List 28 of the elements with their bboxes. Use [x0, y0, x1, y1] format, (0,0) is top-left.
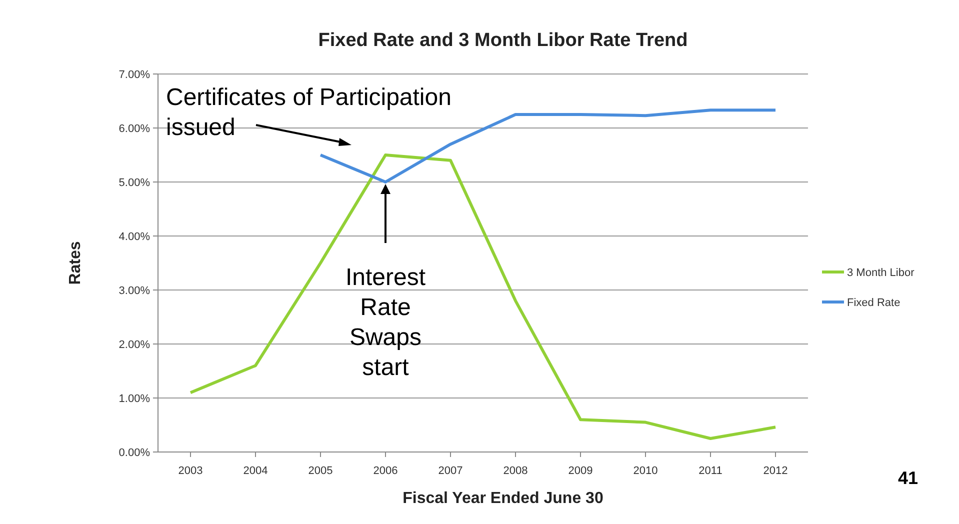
y-tick-label: 2.00% [118, 339, 150, 351]
x-tick-label: 2008 [503, 465, 528, 477]
text: 41 [898, 468, 918, 488]
x-tick-label: 2007 [438, 465, 463, 477]
y-tick-label: 6.00% [118, 123, 150, 135]
y-axis-title: Rates [67, 241, 84, 285]
x-tick-label: 2009 [568, 465, 593, 477]
line-series [319, 108, 777, 184]
legend-label: Fixed Rate [847, 297, 900, 309]
x-tick-label: 2003 [178, 465, 203, 477]
legend-label: 3 Month Libor [847, 267, 915, 279]
x-tick-label: 2012 [763, 465, 788, 477]
y-tick-label: 5.00% [118, 177, 150, 189]
y-tick-label: 4.00% [118, 231, 150, 243]
x-tick-label: 2005 [308, 465, 333, 477]
line-series [189, 154, 777, 440]
y-tick-label: 7.00% [118, 69, 150, 81]
x-tick-label: 2004 [243, 465, 268, 477]
y-tick-label: 0.00% [118, 447, 150, 459]
x-tick-label: 2006 [373, 465, 398, 477]
y-tick-label: 3.00% [118, 285, 150, 297]
y-tick-label: 1.00% [118, 393, 150, 405]
x-axis-title: Fiscal Year Ended June 30 [402, 490, 604, 507]
x-tick-label: 2010 [633, 465, 658, 477]
annotation: Certificates of Participation issued [166, 84, 452, 141]
annotation: Interest Rate Swaps start [345, 264, 426, 381]
x-tick-label: 2011 [698, 465, 722, 477]
chart-title: Fixed Rate and 3 Month Libor Rate Trend [318, 30, 688, 51]
